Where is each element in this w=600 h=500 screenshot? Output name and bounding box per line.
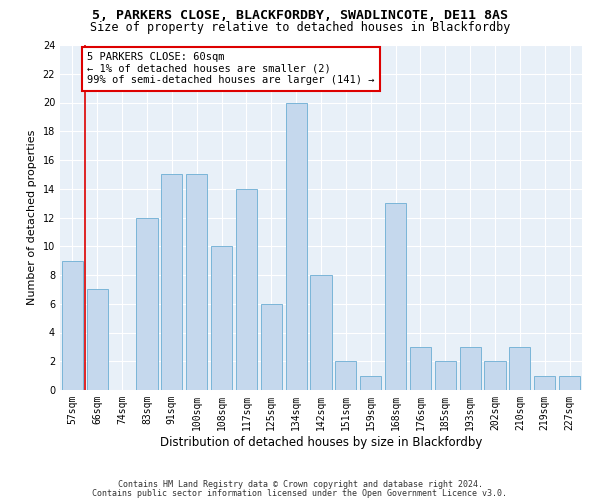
Bar: [534, 376, 555, 390]
Bar: [360, 376, 381, 390]
Bar: [460, 347, 481, 390]
Bar: [211, 246, 232, 390]
Bar: [161, 174, 182, 390]
Bar: [186, 174, 207, 390]
Bar: [435, 361, 456, 390]
Bar: [286, 102, 307, 390]
Text: 5 PARKERS CLOSE: 60sqm
← 1% of detached houses are smaller (2)
99% of semi-detac: 5 PARKERS CLOSE: 60sqm ← 1% of detached …: [87, 52, 374, 86]
Bar: [87, 290, 108, 390]
Bar: [509, 347, 530, 390]
Bar: [261, 304, 282, 390]
Bar: [236, 188, 257, 390]
X-axis label: Distribution of detached houses by size in Blackfordby: Distribution of detached houses by size …: [160, 436, 482, 448]
Bar: [62, 260, 83, 390]
Text: Contains public sector information licensed under the Open Government Licence v3: Contains public sector information licen…: [92, 488, 508, 498]
Text: Contains HM Land Registry data © Crown copyright and database right 2024.: Contains HM Land Registry data © Crown c…: [118, 480, 482, 489]
Bar: [136, 218, 158, 390]
Bar: [310, 275, 332, 390]
Bar: [484, 361, 506, 390]
Bar: [335, 361, 356, 390]
Text: Size of property relative to detached houses in Blackfordby: Size of property relative to detached ho…: [90, 21, 510, 34]
Text: 5, PARKERS CLOSE, BLACKFORDBY, SWADLINCOTE, DE11 8AS: 5, PARKERS CLOSE, BLACKFORDBY, SWADLINCO…: [92, 9, 508, 22]
Bar: [385, 203, 406, 390]
Bar: [410, 347, 431, 390]
Bar: [559, 376, 580, 390]
Y-axis label: Number of detached properties: Number of detached properties: [27, 130, 37, 305]
